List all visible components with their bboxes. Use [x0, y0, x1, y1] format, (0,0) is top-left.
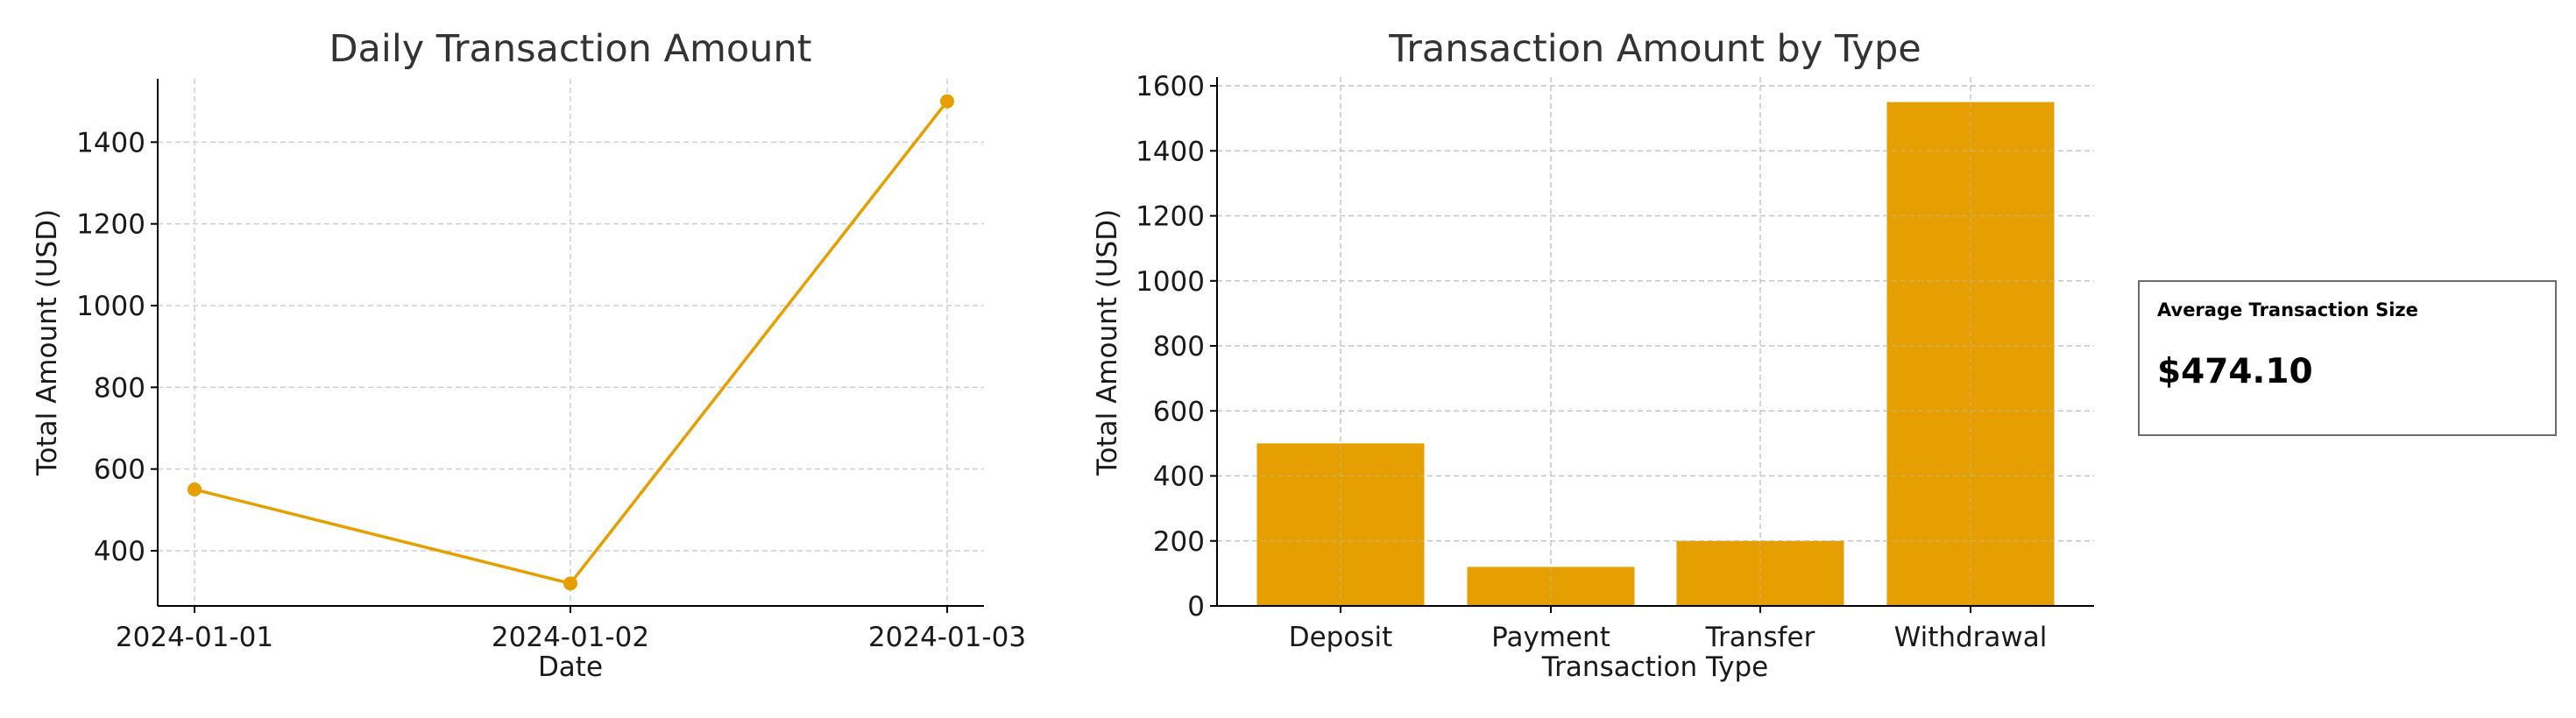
x-tick-label: Deposit	[1289, 622, 1393, 653]
y-tick-label: 200	[1153, 526, 1205, 558]
x-tick-label: Payment	[1491, 622, 1610, 653]
data-point	[563, 576, 577, 591]
data-point	[940, 94, 954, 109]
x-tick-label: Withdrawal	[1894, 622, 2048, 653]
transaction-by-type-bar-chart: 0 200 400 600 800 1000 1200 1400 1600 Deposit Paym…	[1092, 27, 2094, 683]
average-transaction-card: Average Transaction Size $474.10	[2138, 280, 2557, 436]
chart-title: Transaction Amount by Type	[1388, 27, 1921, 71]
y-tick-label: 1600	[1136, 71, 1205, 102]
y-tick-label: 1200	[76, 209, 145, 241]
y-tick-label: 600	[94, 454, 145, 486]
y-tick-label: 400	[1153, 461, 1205, 493]
y-tick-label: 800	[94, 372, 145, 404]
x-tick-label: 2024-01-01	[116, 622, 273, 653]
y-tick-label: 400	[94, 536, 145, 567]
data-point	[188, 482, 202, 496]
x-tick-label: Transfer	[1705, 622, 1815, 653]
x-tick-label: 2024-01-03	[868, 622, 1026, 653]
y-axis-label: Total Amount (USD)	[1092, 209, 1123, 476]
x-axis-label: Date	[538, 651, 603, 683]
chart-title: Daily Transaction Amount	[329, 27, 811, 71]
y-tick-label: 1400	[76, 127, 145, 158]
y-tick-label: 0	[1187, 591, 1205, 623]
x-axis-label: Transaction Type	[1541, 651, 1768, 683]
y-tick-label: 1200	[1136, 201, 1205, 233]
y-axis-label: Total Amount (USD)	[32, 209, 63, 476]
y-tick-label: 800	[1153, 331, 1205, 363]
y-tick-label: 600	[1153, 396, 1205, 427]
kpi-value: $474.10	[2157, 352, 2313, 391]
x-tick-label: 2024-01-02	[492, 622, 649, 653]
y-tick-label: 1000	[76, 291, 145, 322]
y-tick-label: 1400	[1136, 136, 1205, 167]
daily-transaction-line-chart: 400 600 800 1000 1200 1400 2024-01-01 2024-01-0…	[32, 27, 1026, 683]
y-tick-label: 1000	[1136, 266, 1205, 298]
kpi-label: Average Transaction Size	[2157, 299, 2418, 320]
